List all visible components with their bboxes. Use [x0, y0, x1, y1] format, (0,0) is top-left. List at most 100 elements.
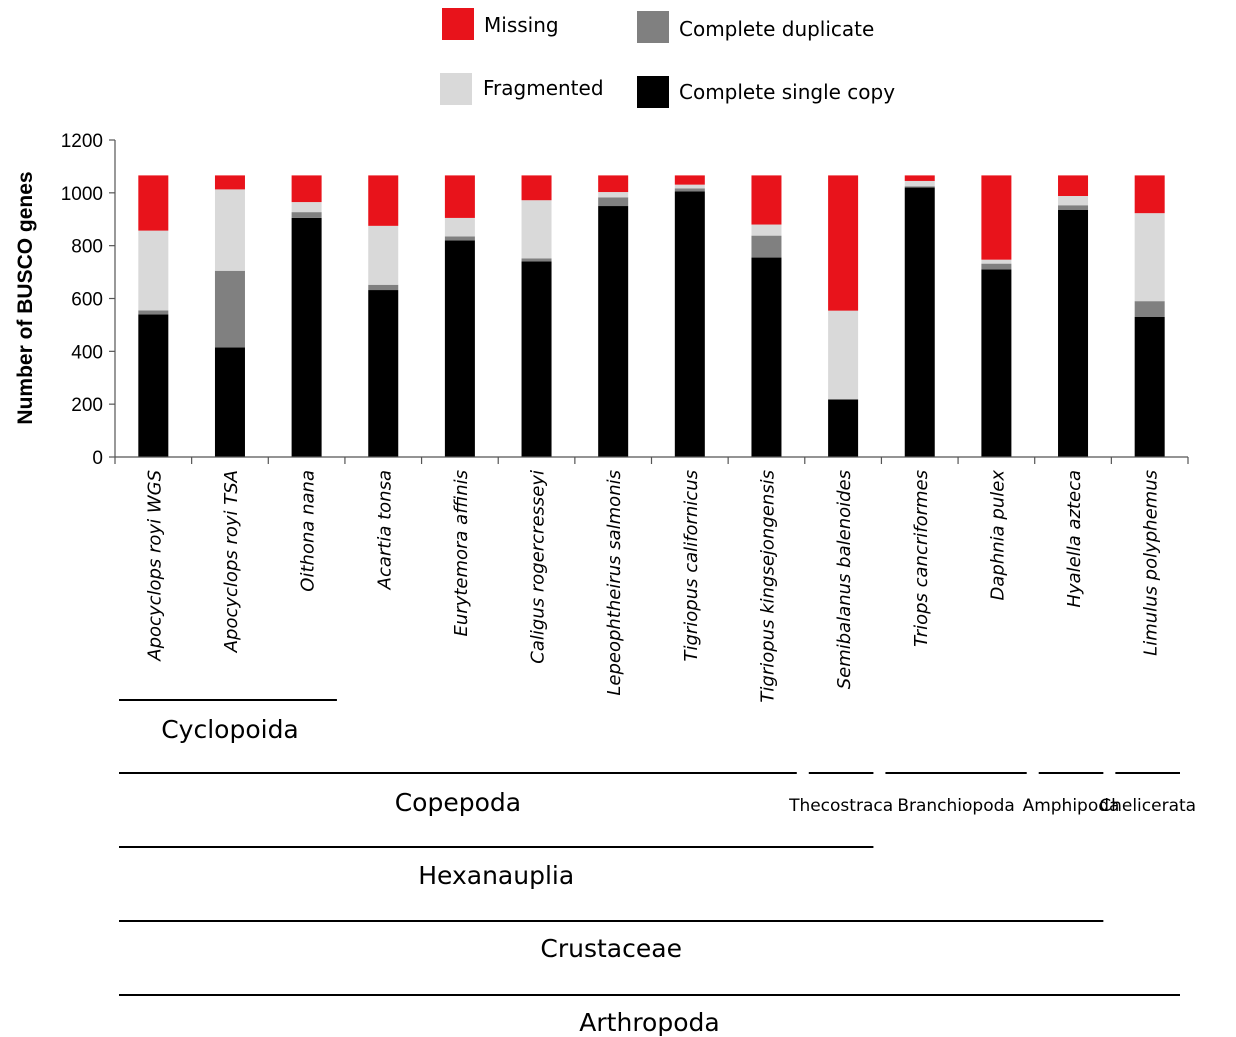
taxon-group: Copepoda: [119, 772, 797, 817]
x-category-label: Acartia tonsa: [374, 470, 395, 590]
taxon-group: Arthropoda: [119, 994, 1180, 1037]
legend: Missing Complete duplicate Fragmented Compl…: [440, 8, 895, 108]
bar-missing: [904, 175, 935, 181]
bar-missing: [291, 175, 322, 203]
x-category-label: Semibalanus balenoides: [834, 470, 855, 689]
legend-swatch: [440, 73, 472, 105]
x-category-label: Eurytemora affinis: [451, 470, 472, 636]
bar-missing: [444, 175, 475, 218]
bar-complete-duplicate: [521, 258, 552, 262]
y-tick-label: 0: [92, 448, 103, 469]
legend-label: Fragmented: [483, 76, 604, 100]
bar-stack: [138, 175, 169, 457]
bar-stack: [981, 175, 1012, 457]
bar-fragmented: [904, 180, 935, 187]
bar-stack: [598, 175, 629, 457]
bar-fragmented: [751, 224, 782, 236]
taxon-group: Amphipoda: [1023, 772, 1120, 816]
bar-complete-single-copy: [598, 206, 629, 457]
legend-swatch: [637, 76, 669, 108]
y-tick-label: 1200: [61, 131, 103, 152]
taxon-group: Crustaceae: [119, 920, 1104, 963]
legend-item: Fragmented: [440, 73, 604, 105]
bar-stack: [1058, 175, 1089, 457]
bar-complete-single-copy: [1058, 210, 1089, 457]
bar-complete-duplicate: [368, 284, 399, 291]
bar-complete-single-copy: [751, 257, 782, 457]
taxon-label: Branchiopoda: [897, 796, 1015, 816]
bar-stack: [521, 175, 552, 457]
y-tick-label: 800: [71, 237, 103, 258]
bar-missing: [1134, 175, 1165, 214]
bar-complete-duplicate: [674, 188, 705, 192]
bar-missing: [138, 175, 169, 231]
category-labels: Apocyclops royi WGS Apocyclops royi TSA Oi…: [144, 470, 1161, 703]
x-category-label: Limulus polyphemus: [1141, 470, 1162, 656]
bar-complete-duplicate: [138, 310, 169, 315]
bar-complete-single-copy: [291, 217, 322, 457]
taxon-label: Arthropoda: [579, 1008, 719, 1037]
bar-fragmented: [138, 230, 169, 311]
bar-fragmented: [1134, 213, 1165, 302]
x-category-label: Caligus rogercresseyi: [528, 470, 549, 664]
bar-stack: [368, 175, 399, 457]
legend-label: Missing: [484, 13, 559, 37]
x-category-label: Hyalella azteca: [1064, 470, 1085, 608]
bar-complete-single-copy: [138, 314, 169, 457]
x-category-label: Tigriopus californicus: [681, 470, 702, 662]
taxon-group: Hexanauplia: [119, 846, 874, 890]
y-tick-label: 1000: [61, 184, 103, 205]
bar-complete-single-copy: [444, 240, 475, 457]
bar-missing: [521, 175, 552, 201]
y-tick-label: 200: [71, 395, 103, 416]
bar-complete-duplicate: [1058, 205, 1089, 211]
bar-fragmented: [598, 192, 629, 198]
legend-item: Missing: [442, 8, 559, 40]
x-category-label: Daphnia pulex: [987, 470, 1008, 601]
bar-complete-single-copy: [368, 290, 399, 457]
bar-complete-duplicate: [751, 235, 782, 258]
y-tick-label: 400: [71, 342, 103, 363]
taxon-label: Cyclopoida: [161, 715, 299, 744]
bar-stack: [444, 175, 475, 457]
bar-complete-single-copy: [981, 269, 1012, 457]
bar-complete-duplicate: [904, 186, 935, 188]
bar-fragmented: [214, 189, 245, 271]
legend-item: Complete duplicate: [637, 11, 874, 43]
taxon-label: Chelicerata: [1099, 796, 1196, 816]
bar-complete-single-copy: [828, 399, 859, 457]
taxon-group: Thecostraca: [788, 772, 893, 816]
legend-swatch: [442, 8, 474, 40]
bar-missing: [368, 175, 399, 226]
bar-missing: [1058, 175, 1089, 197]
bars: [138, 175, 1165, 458]
legend-item: Complete single copy: [637, 76, 895, 108]
x-category-label: Tigriopus kingsejongensis: [757, 470, 778, 703]
bar-stack: [291, 175, 322, 457]
bar-fragmented: [521, 200, 552, 259]
bar-complete-single-copy: [904, 187, 935, 458]
x-category-label: Lepeophtheirus salmonis: [604, 470, 625, 696]
bar-complete-duplicate: [598, 197, 629, 207]
bar-fragmented: [291, 202, 322, 213]
y-tick-label: 600: [71, 290, 103, 311]
taxon-label: Thecostraca: [788, 796, 893, 816]
bar-complete-duplicate: [291, 212, 322, 218]
bar-missing: [751, 175, 782, 225]
bar-fragmented: [981, 259, 1012, 264]
taxon-group: Chelicerata: [1099, 772, 1196, 816]
x-category-label: Triops cancriformes: [911, 470, 932, 647]
bar-fragmented: [828, 310, 859, 400]
bar-missing: [828, 175, 859, 311]
y-axis: 0 200 400 600 800 1000 1200: [61, 131, 116, 469]
taxon-label: Copepoda: [395, 788, 521, 817]
x-category-label: Apocyclops royi WGS: [144, 470, 165, 662]
taxon-label: Amphipoda: [1023, 796, 1120, 816]
bar-missing: [674, 175, 705, 185]
taxon-label: Crustaceae: [540, 934, 682, 963]
x-category-label: Apocyclops royi TSA: [221, 470, 242, 653]
taxon-label: Hexanauplia: [418, 861, 574, 890]
bar-complete-duplicate: [444, 236, 475, 241]
legend-swatch: [637, 11, 669, 43]
